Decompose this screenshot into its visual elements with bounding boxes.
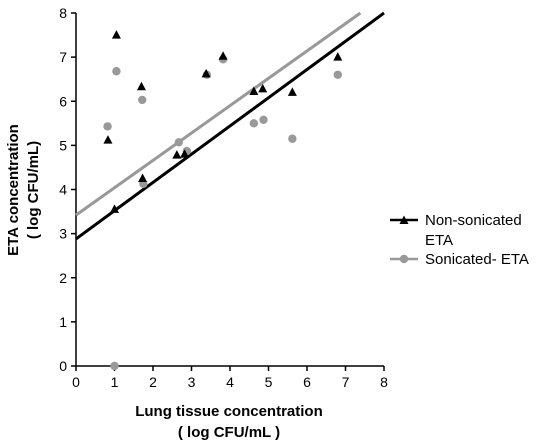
y-tick-label: 0 (59, 358, 67, 374)
data-point-sonicated (288, 134, 297, 143)
legend-label-sonicated: Sonicated- ETA (425, 251, 529, 268)
x-tick-label: 4 (226, 374, 234, 390)
x-axis-title-line-1: Lung tissue concentration (135, 403, 323, 420)
data-point-non-sonicated (138, 173, 148, 182)
axes (75, 13, 384, 367)
legend: Non-sonicated ETA Sonicated- ETA (390, 212, 529, 268)
data-point-non-sonicated (333, 52, 343, 61)
y-tick-label: 3 (59, 226, 67, 242)
x-tick-label: 1 (111, 374, 119, 390)
y-ticks: 0 1 2 3 4 5 6 7 8 (59, 5, 76, 374)
legend-swatch-sonicated-circle (399, 254, 409, 264)
data-point-non-sonicated (287, 87, 297, 96)
x-tick-label: 0 (72, 374, 80, 390)
y-tick-label: 4 (59, 182, 67, 198)
x-tick-label: 7 (342, 374, 350, 390)
data-point-non-sonicated (172, 150, 182, 159)
y-tick-label: 7 (59, 49, 67, 65)
data-point-sonicated (333, 70, 342, 79)
x-axis-title-line-2: ( log CFU/mL ) (178, 424, 280, 441)
data-point-sonicated (174, 138, 183, 147)
data-point-sonicated (259, 115, 268, 124)
data-point-non-sonicated (249, 86, 259, 96)
x-ticks: 0 1 2 3 4 5 6 7 8 (72, 366, 388, 390)
data-point-non-sonicated (180, 149, 190, 158)
data-point-sonicated (103, 122, 112, 131)
x-tick-label: 8 (380, 374, 388, 390)
data-point-non-sonicated (136, 81, 146, 91)
x-tick-label: 6 (303, 374, 311, 390)
data-point-sonicated (110, 361, 119, 371)
fit-line-non-sonicated (75, 11, 385, 241)
data-point-non-sonicated (110, 204, 119, 213)
legend-label-non-sonicated-line-2: ETA (425, 232, 453, 249)
y-axis-title-line-1: ETA concentration (5, 124, 22, 256)
fit-line-sonicated (75, 11, 362, 217)
y-tick-label: 8 (59, 5, 67, 21)
y-tick-label: 5 (59, 137, 67, 153)
y-tick-label: 6 (59, 93, 67, 109)
legend-swatch-non-sonicated-triangle (399, 215, 409, 224)
markers (103, 30, 343, 371)
legend-label-non-sonicated-line-1: Non-sonicated (425, 212, 522, 229)
data-point-sonicated (249, 119, 259, 128)
data-point-sonicated (112, 67, 121, 76)
data-point-sonicated (138, 95, 147, 105)
y-tick-label: 2 (59, 270, 67, 286)
x-tick-label: 2 (149, 374, 157, 390)
x-tick-label: 3 (188, 374, 196, 390)
data-point-non-sonicated (201, 68, 211, 78)
data-point-non-sonicated (258, 83, 268, 93)
data-point-non-sonicated (103, 135, 113, 144)
data-point-non-sonicated (111, 30, 121, 39)
fit-lines (75, 11, 385, 241)
data-point-non-sonicated (218, 51, 228, 60)
y-tick-label: 1 (59, 314, 67, 330)
x-tick-label: 5 (265, 374, 273, 390)
y-axis-title-line-2: ( log CFU/mL) (25, 141, 42, 239)
